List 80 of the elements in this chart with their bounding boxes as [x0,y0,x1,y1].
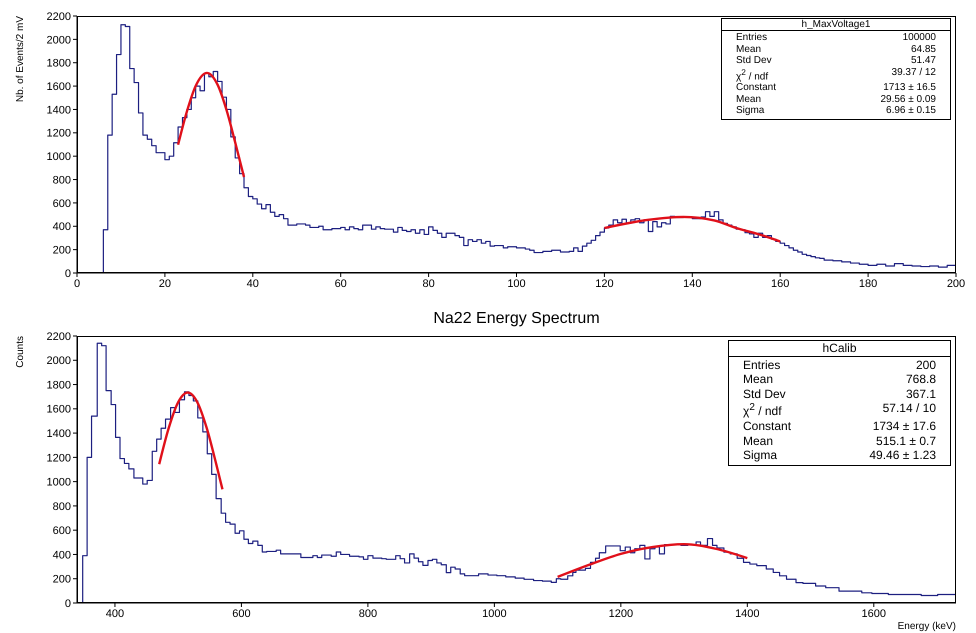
annotation: 367.1 [906,386,936,402]
y-tick-label: 2200 [46,330,71,343]
y-tick-label: 1600 [46,80,71,93]
y-axis-title: Counts [15,336,26,368]
y-tick-label: 600 [52,198,71,210]
annotation: 57.14 / 10 [882,401,936,418]
annotation: 1734 ± 17.6 [872,418,936,434]
annotation: χ$^{2}$ / ndf [743,401,782,419]
y-tick-label: 600 [52,525,71,538]
y-tick-label: 800 [52,174,71,186]
annotation: hCalib [729,341,950,357]
x-tick-label: 40 [246,278,259,290]
annotation: 29.56 ± 0.09 [880,94,936,106]
annotation: h_MaxVoltage1 [722,19,950,32]
y-tick-label: 0 [64,268,71,280]
annotation: Constant [736,82,776,94]
y-tick-label: 1000 [46,151,71,164]
line-series [603,216,782,243]
annotation: 1713 ± 16.5 [883,82,936,94]
annotation: Entries [736,32,768,44]
x-tick-label: 60 [334,278,347,290]
annotation: Mean [736,94,762,106]
y-tick-label: 0 [64,598,71,610]
x-tick-label: 1200 [608,608,634,620]
y-tick-label: 1800 [46,58,71,70]
x-tick-label: 20 [158,278,172,290]
y-tick-label: 1000 [46,476,71,489]
y-tick-label: 1400 [46,104,71,116]
y-tick-label: 200 [52,244,71,257]
x-tick-label: 120 [595,278,614,290]
x-tick-label: 600 [232,608,251,620]
x-tick-label: 80 [422,278,435,290]
y-tick-label: 1200 [46,452,71,464]
x-tick-label: 1400 [735,608,760,620]
line-series [176,72,246,178]
annotation: 515.1 ± 0.7 [876,434,936,448]
x-tick-label: 1600 [862,608,886,620]
x-tick-label: 160 [771,278,790,290]
annotation: 51.47 [910,55,936,67]
y-tick-label: 1800 [46,379,71,392]
x-tick-label: 0 [74,278,80,290]
x-tick-label: 800 [358,608,378,620]
line-series [158,391,224,490]
x-tick-label: 400 [106,608,124,620]
y-tick-label: 2000 [46,355,71,368]
y-tick-label: 800 [52,500,71,513]
annotation: 49.46 ± 1.23 [869,448,936,463]
annotation: 200 [916,358,936,372]
annotation: Sigma [743,448,778,463]
y-tick-label: 1400 [46,428,71,440]
x-axis-title: Energy (keV) [898,621,956,632]
annotation: χ$^{2}$ / ndf [736,66,768,82]
x-tick-label: 100 [507,278,526,290]
annotation: Sigma [736,105,764,117]
annotation: 64.85 [910,44,936,56]
y-tick-label: 1600 [46,404,71,416]
annotation: Std Dev [743,386,786,402]
x-tick-label: 200 [946,278,966,290]
annotation: Constant [743,418,792,434]
annotation: Mean [743,434,774,448]
annotation: Mean [736,44,762,56]
annotation: 39.37 / 12 [892,66,936,80]
y-tick-label: 400 [52,549,71,562]
x-tick-label: 1000 [482,608,507,620]
annotation: Std Dev [736,55,772,67]
y-tick-label: 400 [52,221,71,234]
x-tick-label: 140 [683,278,702,290]
line-series [556,542,749,578]
annotation: Entries [743,358,780,372]
y-tick-label: 1200 [46,128,71,140]
annotation: Mean [743,372,774,387]
y-axis-title: Nb. of Events/2 mV [15,16,26,102]
chart-title: Na22 Energy Spectrum [432,310,601,328]
y-tick-label: 2200 [46,10,71,23]
annotation: 100000 [902,32,936,44]
annotation: 6.96 ± 0.15 [886,105,936,117]
y-tick-label: 2000 [46,34,71,46]
x-tick-label: 180 [858,278,878,290]
y-tick-label: 200 [52,574,71,586]
annotation: 768.8 [906,372,936,387]
